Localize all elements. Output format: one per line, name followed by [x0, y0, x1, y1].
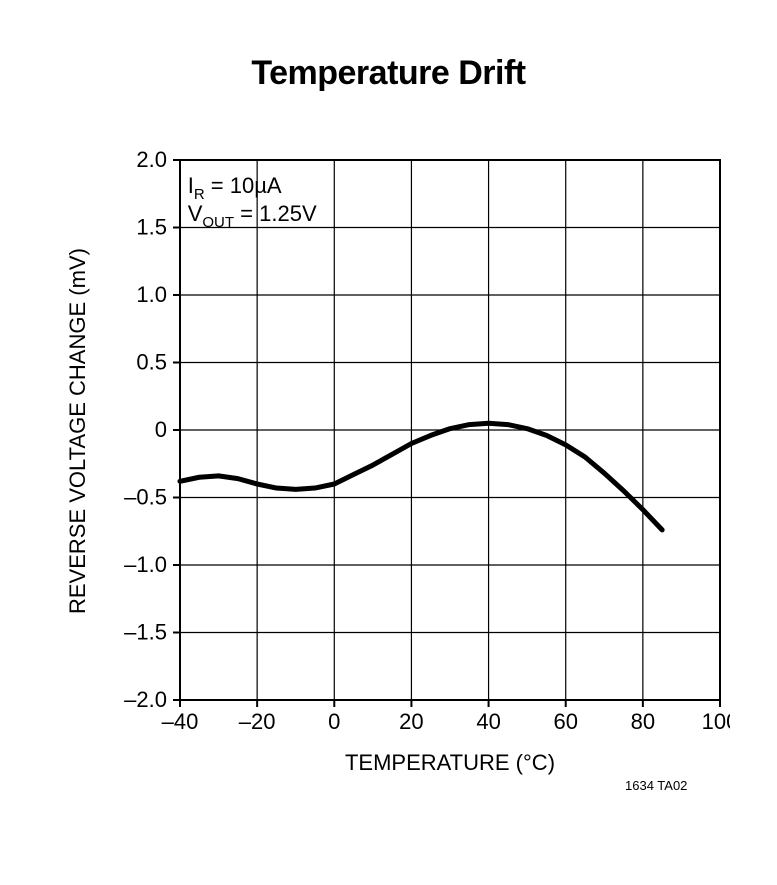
svg-text:0.5: 0.5	[136, 350, 167, 375]
x-axis-label: TEMPERATURE (°C)	[180, 750, 720, 776]
svg-text:20: 20	[399, 709, 423, 734]
svg-text:–1.0: –1.0	[124, 552, 167, 577]
svg-text:1.0: 1.0	[136, 282, 167, 307]
temperature-drift-chart: –40 –20 0 20 40 60 80 100 –2.0 –1.5 –1.0 –0.5 0 0.5 1.…	[120, 150, 730, 750]
svg-text:–0.5: –0.5	[124, 485, 167, 510]
svg-text:60: 60	[553, 709, 577, 734]
svg-text:2.0: 2.0	[136, 150, 167, 172]
svg-text:1.5: 1.5	[136, 215, 167, 240]
svg-text:40: 40	[476, 709, 500, 734]
chart-area: –40 –20 0 20 40 60 80 100 –2.0 –1.5 –1.0 –0.5 0 0.5 1.…	[120, 150, 730, 750]
svg-text:0: 0	[328, 709, 340, 734]
svg-text:–20: –20	[239, 709, 276, 734]
svg-text:80: 80	[631, 709, 655, 734]
svg-text:–2.0: –2.0	[124, 687, 167, 712]
figure-reference-code: 1634 TA02	[625, 778, 687, 793]
y-axis-label: REVERSE VOLTAGE CHANGE (mV)	[65, 248, 91, 614]
svg-text:–1.5: –1.5	[124, 620, 167, 645]
svg-text:100: 100	[702, 709, 730, 734]
chart-title: Temperature Drift	[0, 54, 777, 93]
svg-text:0: 0	[155, 417, 167, 442]
svg-text:–40: –40	[162, 709, 199, 734]
